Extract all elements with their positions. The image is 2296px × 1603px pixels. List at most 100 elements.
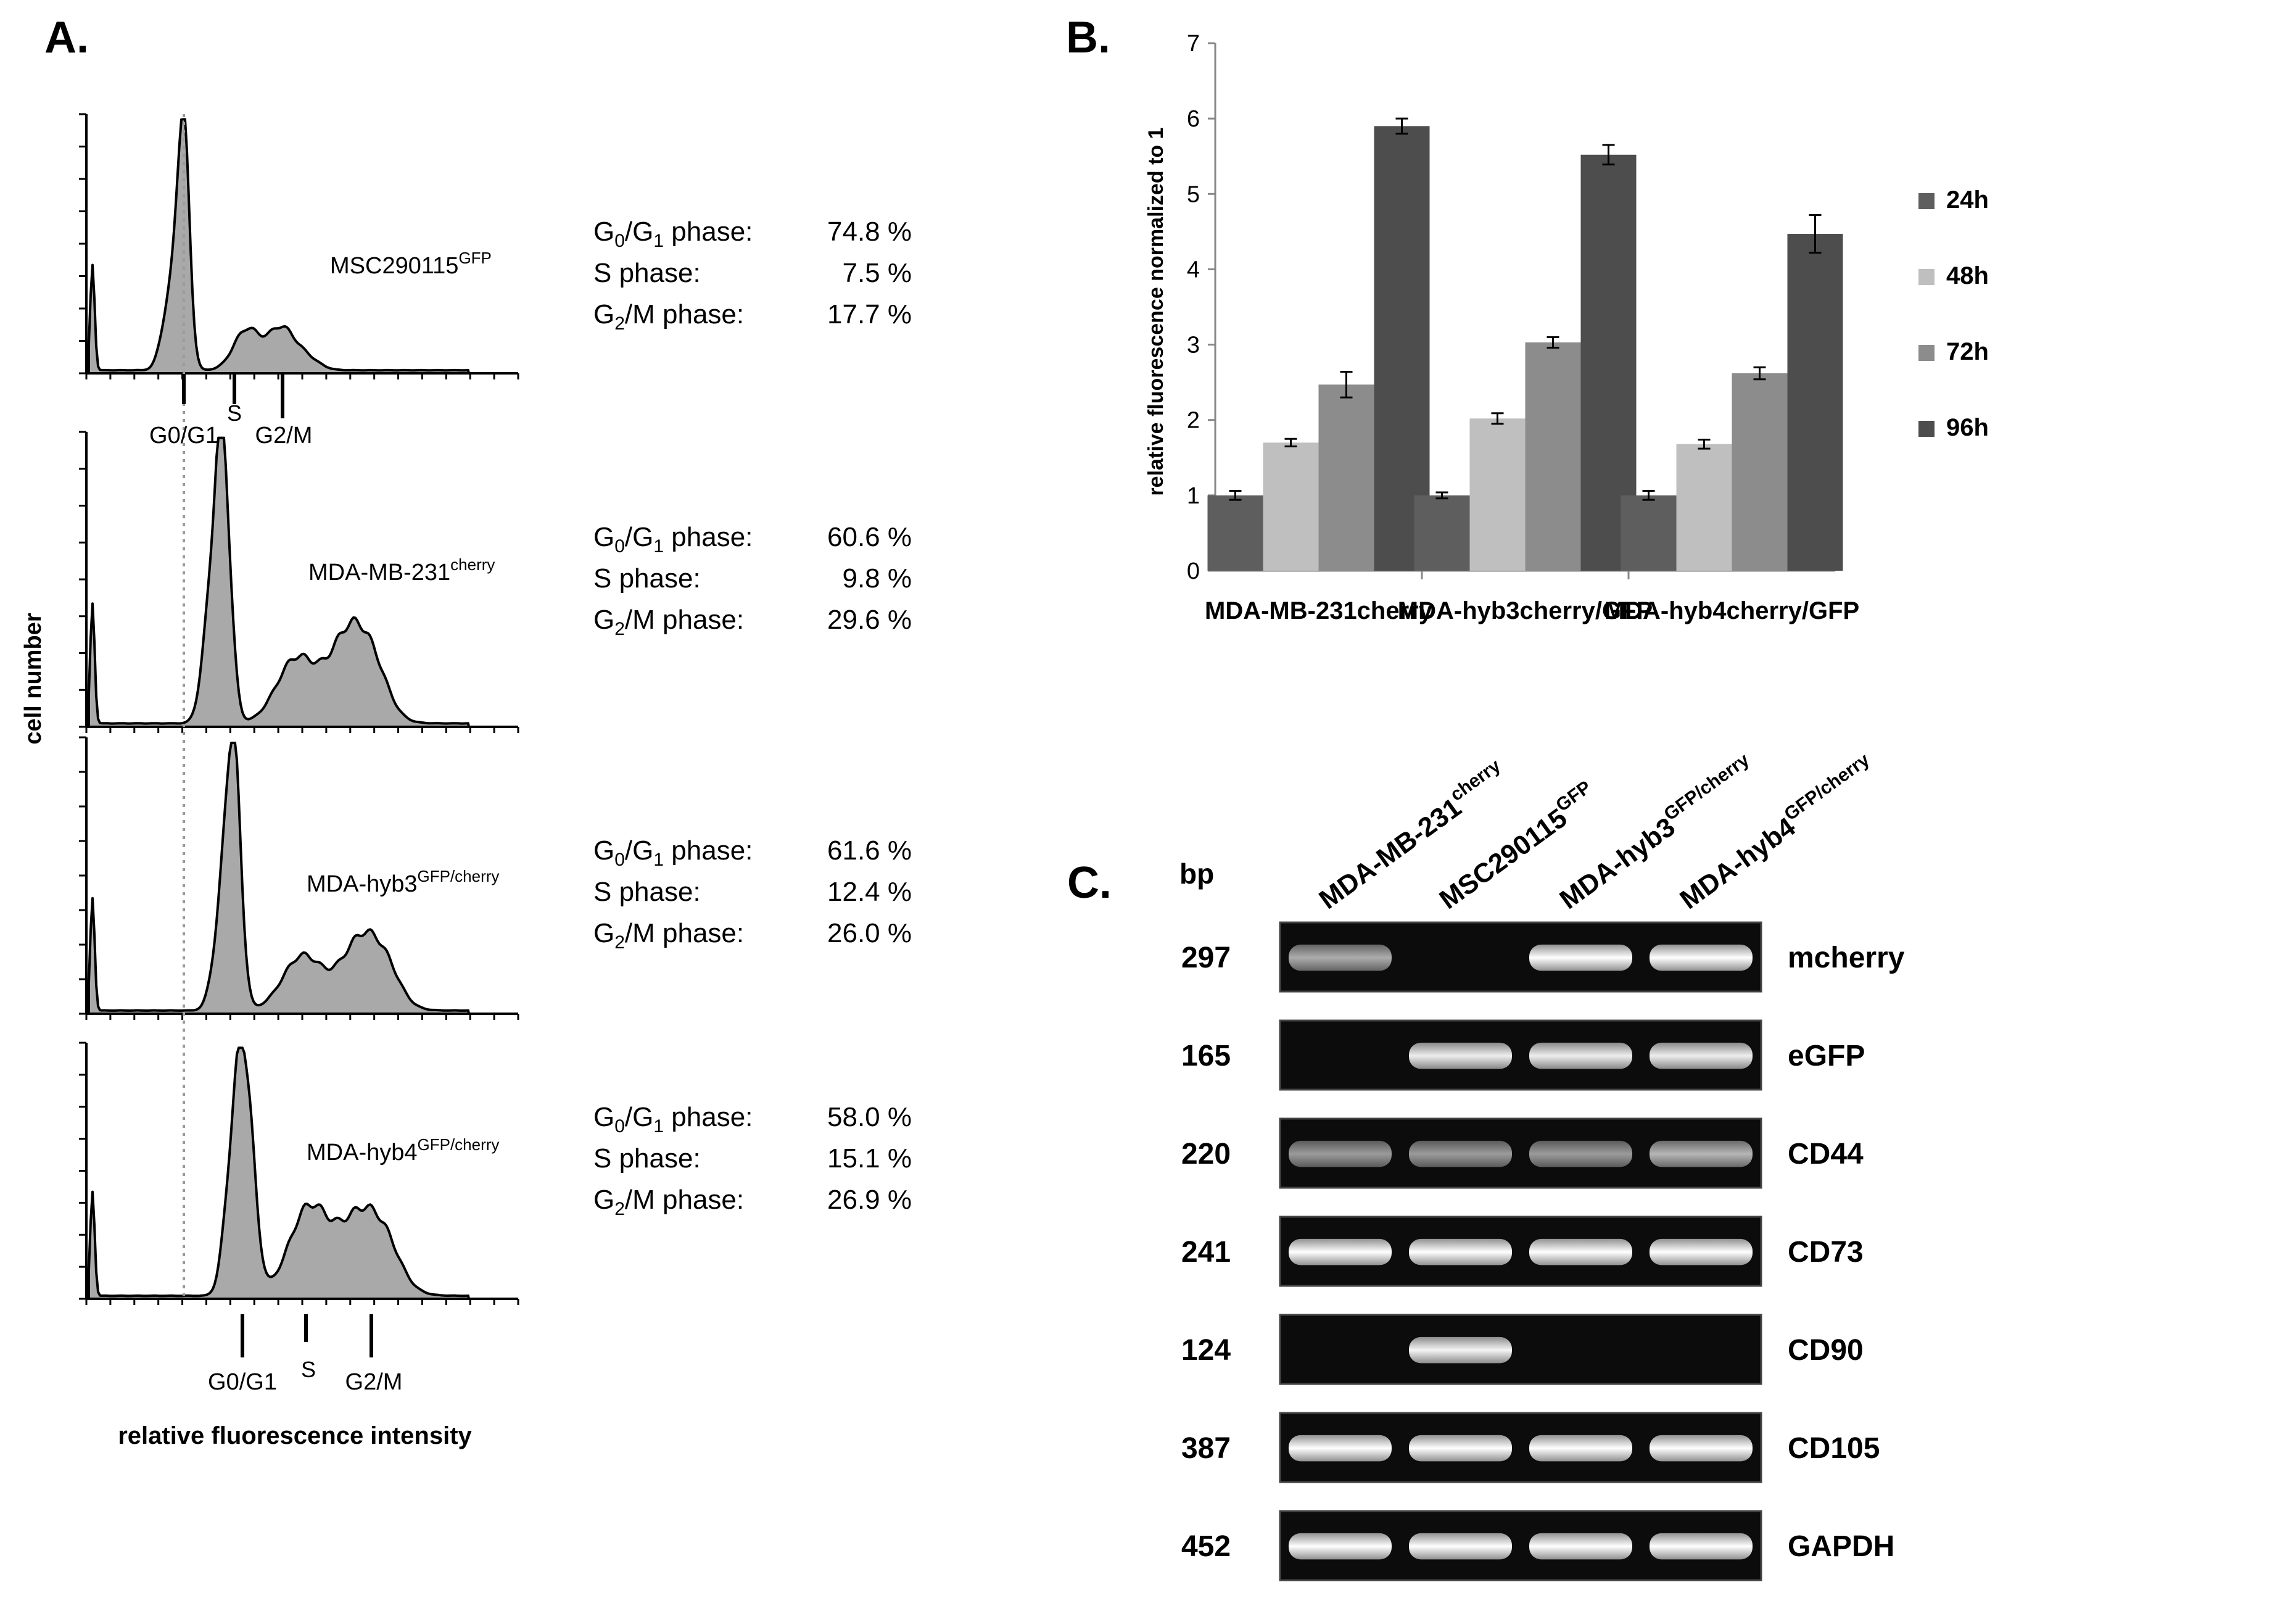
marker-top-s: S [227, 400, 242, 426]
bar-72h-1 [1318, 384, 1374, 571]
stat-phase-1-3: G2/M phase: [593, 299, 744, 334]
band-GAPDH-2 [1409, 1533, 1512, 1560]
marker-bottom-g0g1: G0/G1 [208, 1369, 277, 1395]
bar-24h-2 [1414, 495, 1470, 571]
stat-value-3-1: 61.6 % [827, 835, 912, 866]
bar-72h-3 [1732, 373, 1788, 571]
band-CD105-1 [1289, 1435, 1392, 1462]
band-CD90-2 [1409, 1336, 1512, 1364]
sample-label-4: MDA-hyb4GFP/cherry [307, 1135, 499, 1166]
error-bar-72h-1 [1340, 371, 1353, 399]
gel-row-eGFP: 165 eGFP [1181, 1019, 1865, 1091]
panel-b-label: B. [1066, 13, 1110, 62]
legend-label-24h: 24h [1946, 186, 1989, 213]
stat-value-4-2: 15.1 % [827, 1143, 912, 1174]
gene-label-CD73: CD73 [1788, 1236, 1864, 1269]
bp-label-mcherry: 297 [1181, 942, 1231, 974]
lane-header-3: MDA-hyb3GFP/cherry [1551, 750, 1761, 915]
bar-72h-2 [1525, 342, 1581, 571]
bp-label-GAPDH: 452 [1181, 1530, 1231, 1563]
band-CD105-3 [1529, 1435, 1632, 1462]
band-mcherry-1 [1289, 944, 1392, 971]
gel-row-CD73: 241 CD73 [1181, 1216, 1864, 1287]
category-label-3: MDA-hyb4cherry/GFP [1604, 597, 1859, 624]
stat-phase-1-2: S phase: [593, 258, 701, 288]
gel-row-CD90: 124 CD90 [1181, 1314, 1864, 1385]
stat-phase-2-2: S phase: [593, 563, 701, 594]
stat-phase-4-3: G2/M phase: [593, 1185, 744, 1219]
chart-y-axis-label: relative fluorescence normalized to 1 [1144, 127, 1168, 495]
bar-96h-3 [1787, 234, 1843, 571]
y-tick-label: 3 [1187, 333, 1200, 358]
y-tick-label: 4 [1187, 257, 1200, 283]
y-tick-label: 2 [1187, 408, 1200, 434]
histogram-4: MDA-hyb4GFP/cherry [79, 1042, 519, 1305]
stat-phase-2-3: G2/M phase: [593, 605, 744, 639]
stat-value-3-3: 26.0 % [827, 918, 912, 948]
band-CD73-4 [1650, 1238, 1753, 1265]
y-tick-label: 0 [1187, 558, 1200, 584]
stat-phase-4-2: S phase: [593, 1143, 701, 1174]
marker-top-g0g1: G0/G1 [149, 423, 218, 449]
gene-label-mcherry: mcherry [1788, 942, 1905, 974]
panel-a-label: A. [44, 13, 89, 62]
gene-label-eGFP: eGFP [1788, 1040, 1865, 1072]
gel-background [1280, 1315, 1761, 1384]
stat-phase-3-2: S phase: [593, 877, 701, 907]
stat-value-4-1: 58.0 % [827, 1102, 912, 1132]
bp-label-CD105: 387 [1181, 1432, 1231, 1465]
stat-value-1-1: 74.8 % [827, 217, 912, 247]
panel-a-x-axis-label: relative fluorescence intensity [118, 1422, 472, 1449]
gene-label-CD105: CD105 [1788, 1432, 1880, 1465]
category-label-1: MDA-MB-231cherry [1205, 597, 1433, 624]
bar-48h-2 [1469, 418, 1526, 571]
band-CD44-1 [1289, 1140, 1392, 1167]
error-bar-96h-3 [1809, 213, 1822, 254]
error-bar-72h-3 [1753, 366, 1766, 381]
panel-a-y-axis-label: cell number [20, 613, 46, 744]
marker-bottom-s: S [301, 1357, 316, 1382]
cell-cycle-stats: G0/G1 phase: 74.8 % S phase: 7.5 % G2/M phas… [593, 217, 912, 1219]
band-CD44-4 [1650, 1140, 1753, 1167]
bar-24h-3 [1621, 495, 1677, 571]
band-GAPDH-3 [1529, 1533, 1632, 1560]
histogram-1: MSC290115GFP [79, 113, 519, 379]
y-tick-label: 6 [1187, 106, 1200, 132]
band-CD73-1 [1289, 1238, 1392, 1265]
stat-value-2-3: 29.6 % [827, 605, 912, 635]
y-tick-label: 5 [1187, 181, 1200, 207]
band-CD44-2 [1409, 1140, 1512, 1167]
marker-bottom-g2m: G2/M [345, 1369, 403, 1395]
y-tick-label: 1 [1187, 483, 1200, 509]
bar-48h-3 [1676, 444, 1732, 571]
sample-label-3: MDA-hyb3GFP/cherry [307, 867, 499, 897]
marker-top-g2m: G2/M [255, 423, 313, 449]
stat-value-2-1: 60.6 % [827, 522, 912, 552]
stat-phase-4-1: G0/G1 phase: [593, 1102, 753, 1137]
legend-swatch-72h [1918, 345, 1935, 361]
phase-markers-top [182, 374, 284, 418]
bp-header: bp [1179, 858, 1214, 890]
error-bar-24h-3 [1642, 490, 1655, 501]
legend-swatch-48h [1918, 269, 1935, 285]
bp-label-CD90: 124 [1181, 1334, 1231, 1367]
legend-label-72h: 72h [1946, 338, 1989, 365]
error-bar-24h-2 [1435, 491, 1448, 500]
legend-swatch-96h [1918, 421, 1935, 437]
error-bar-48h-2 [1491, 412, 1504, 425]
error-bar-48h-1 [1284, 437, 1297, 447]
stat-phase-3-1: G0/G1 phase: [593, 835, 753, 870]
phase-markers-bottom [241, 1314, 373, 1357]
sample-label-1: MSC290115GFP [330, 249, 492, 279]
gene-label-CD90: CD90 [1788, 1334, 1864, 1367]
stat-phase-3-3: G2/M phase: [593, 918, 744, 953]
band-GAPDH-4 [1650, 1533, 1753, 1560]
stat-value-4-3: 26.9 % [827, 1185, 912, 1215]
stat-value-1-2: 7.5 % [842, 258, 912, 288]
band-mcherry-4 [1650, 944, 1753, 971]
error-bar-24h-1 [1229, 490, 1242, 501]
stat-phase-2-1: G0/G1 phase: [593, 522, 753, 557]
bp-label-CD44: 220 [1181, 1138, 1231, 1170]
gel-panel: MDA-MB-231cherryMSC290115GFPMDA-hyb3GFP/… [1181, 750, 1905, 1581]
